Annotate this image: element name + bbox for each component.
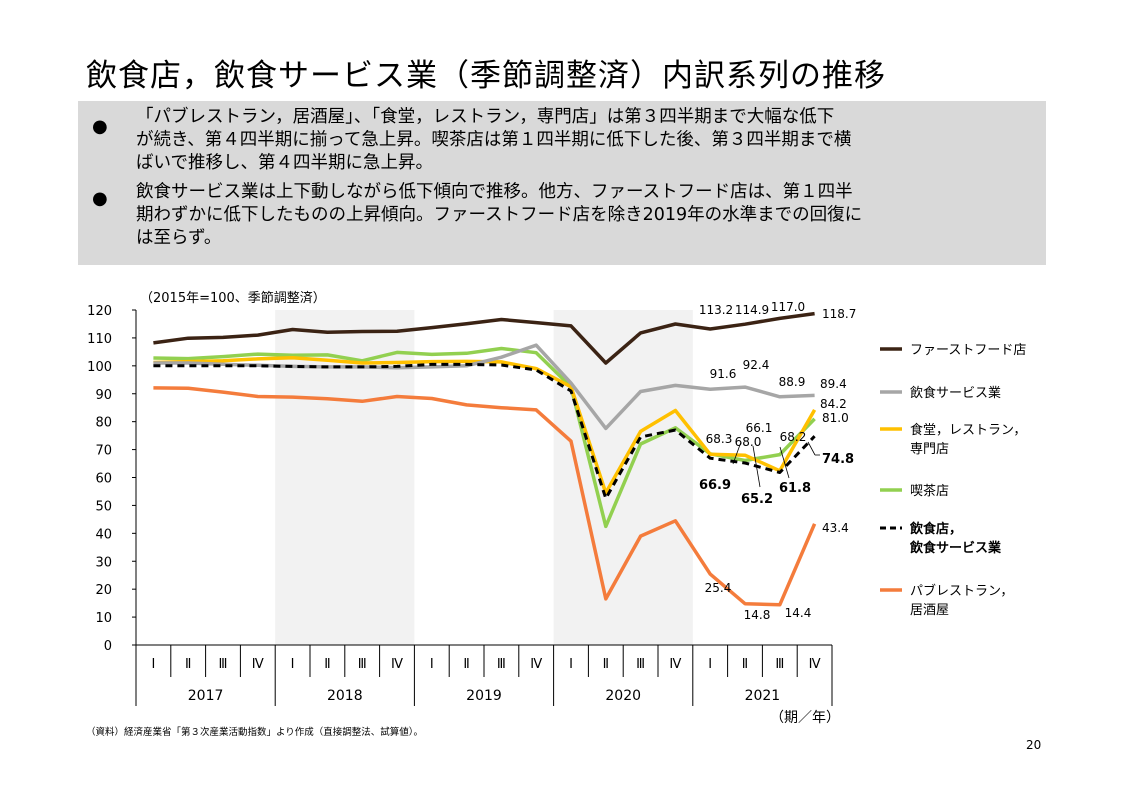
leader-line-0	[732, 441, 742, 465]
unit-note: （2015年=100、季節調整済）	[140, 290, 326, 306]
bullet-2-line-1: 飲食サービス業は上下動しながら低下傾向で推移。他方、ファーストフード店は、第１四…	[136, 182, 853, 202]
bullet-1-line-2: が続き、第４四半期に揃って急上昇。喫茶店は第１四半期に低下した後、第３四半期まで…	[136, 130, 852, 150]
y-tick-label-120: 120	[87, 304, 112, 319]
data-label-s5-19: 43.4	[822, 521, 849, 535]
legend-label-1-0: 飲食サービス業	[910, 385, 1001, 401]
data-label-s2-16: 68.3	[706, 432, 733, 446]
data-label-s0-18: 117.0	[771, 300, 805, 314]
year-label-2018: 2018	[327, 688, 363, 704]
y-tick-label-80: 80	[95, 416, 112, 431]
y-tick-label-50: 50	[95, 499, 112, 514]
bullet-1-line-3: ばいで推移し、第４四半期に急上昇。	[136, 153, 433, 173]
quarter-label: Ⅲ	[497, 657, 506, 672]
data-label-s3-17: 66.1	[746, 421, 773, 435]
y-tick-label-0: 0	[104, 639, 112, 654]
legend-label-4-0: 飲食店，	[909, 521, 962, 537]
y-tick-label-30: 30	[95, 555, 112, 570]
leader-line-2	[779, 446, 790, 479]
data-label-s4-18: 61.8	[779, 481, 811, 496]
year-label-2020: 2020	[605, 688, 641, 704]
quarter-label: Ⅲ	[219, 657, 228, 672]
quarter-label: Ⅱ	[463, 657, 469, 672]
quarter-label: Ⅱ	[185, 657, 191, 672]
year-label-2017: 2017	[188, 688, 224, 704]
quarter-label: Ⅱ	[603, 657, 609, 672]
legend-label-2-1: 専門店	[910, 442, 949, 457]
data-label-s5-17: 14.8	[744, 608, 771, 622]
data-label-s1-19: 89.4	[820, 377, 847, 391]
quarter-label: Ⅲ	[358, 657, 367, 672]
source-note: （資料）経済産業省「第３次産業活動指数」より作成（直接調整法、試算値）。	[86, 727, 424, 738]
legend-label-5-0: パブレストラン，	[910, 583, 1013, 599]
quarter-label: Ⅰ	[569, 657, 573, 672]
data-label-s3-18: 68.2	[780, 430, 807, 444]
quarter-label: Ⅰ	[151, 657, 155, 672]
quarter-label: Ⅰ	[430, 657, 434, 672]
quarter-label: Ⅱ	[324, 657, 330, 672]
series-line-4	[153, 362, 816, 500]
y-tick-label-110: 110	[87, 332, 112, 347]
legend-label-4-1: 飲食サービス業	[909, 540, 1002, 556]
bullet-text-2: 飲食サービス業は上下動しながら低下傾向で推移。他方、ファーストフード店は、第１四…	[136, 181, 1036, 250]
data-label-s0-17: 114.9	[735, 303, 769, 317]
data-label-s0-16: 113.2	[699, 303, 733, 317]
quarter-label: Ⅳ	[252, 657, 264, 672]
bullet-text-1: 「パブレストラン，居酒屋」、「食堂，レストラン，専門店」は第３四半期まで大幅な低…	[136, 106, 1036, 175]
series-line-5	[153, 386, 817, 607]
year-label-2019: 2019	[466, 688, 502, 704]
data-label-s4-19: 74.8	[822, 452, 854, 467]
y-tick-label-10: 10	[95, 611, 112, 626]
y-tick-label-40: 40	[95, 527, 112, 542]
y-tick-label-60: 60	[95, 472, 112, 487]
data-label-s1-17: 92.4	[743, 358, 770, 372]
y-tick-label-100: 100	[87, 360, 112, 375]
quarter-label: Ⅳ	[391, 657, 403, 672]
data-label-s3-19: 81.0	[822, 411, 849, 425]
quarter-label: Ⅳ	[669, 657, 681, 672]
quarter-label: Ⅰ	[291, 657, 295, 672]
quarter-label: Ⅲ	[775, 657, 784, 672]
y-tick-label-90: 90	[95, 388, 112, 403]
bullet-2-line-2: 期わずかに低下したものの上昇傾向。ファーストフード店を除き2019年の水準までの…	[136, 205, 863, 225]
summary-box: ● 「パブレストラン，居酒屋」、「食堂，レストラン，専門店」は第３四半期まで大幅…	[78, 101, 1046, 265]
quarter-label: Ⅰ	[708, 657, 712, 672]
legend-label-3-0: 喫茶店	[910, 483, 949, 499]
data-label-s4-16: 66.9	[699, 478, 731, 493]
bullet-marker-1: ●	[92, 116, 108, 137]
leader-line-1	[752, 445, 761, 488]
legend-label-5-1: 居酒屋	[910, 603, 949, 618]
bullet-2-line-3: は至らず。	[136, 228, 222, 248]
bullet-marker-2: ●	[92, 188, 108, 209]
y-tick-label-20: 20	[95, 583, 112, 598]
data-label-s0-19: 118.7	[822, 307, 856, 321]
page-number: 20	[1026, 738, 1042, 752]
leader-line-3	[807, 441, 816, 456]
data-label-s5-18: 14.4	[785, 606, 812, 620]
legend-label-0-0: ファーストフード店	[910, 343, 1026, 358]
data-label-s1-18: 88.9	[779, 375, 806, 389]
series-line-0	[153, 311, 815, 365]
data-label-s2-19: 84.2	[820, 397, 847, 411]
quarter-label: Ⅱ	[742, 657, 748, 672]
year-label-2021: 2021	[745, 688, 781, 704]
x-axis-label: （期／年）	[770, 710, 840, 726]
data-label-s4-17: 65.2	[741, 492, 773, 507]
shaded-band-2020	[553, 310, 693, 645]
data-label-s5-16: 25.4	[705, 581, 732, 595]
data-label-s2-17: 68.0	[735, 435, 762, 449]
y-tick-label-70: 70	[95, 444, 112, 459]
quarter-label: Ⅲ	[636, 657, 645, 672]
quarter-label: Ⅳ	[530, 657, 542, 672]
bullet-1-line-1: 「パブレストラン，居酒屋」、「食堂，レストラン，専門店」は第３四半期まで大幅な低…	[136, 107, 835, 127]
legend-label-2-0: 食堂，レストラン，	[910, 422, 1026, 438]
quarter-label: Ⅳ	[809, 657, 821, 672]
page-title: 飲食店，飲食サービス業（季節調整済）内訳系列の推移	[86, 58, 886, 94]
data-label-s1-16: 91.6	[710, 367, 737, 381]
